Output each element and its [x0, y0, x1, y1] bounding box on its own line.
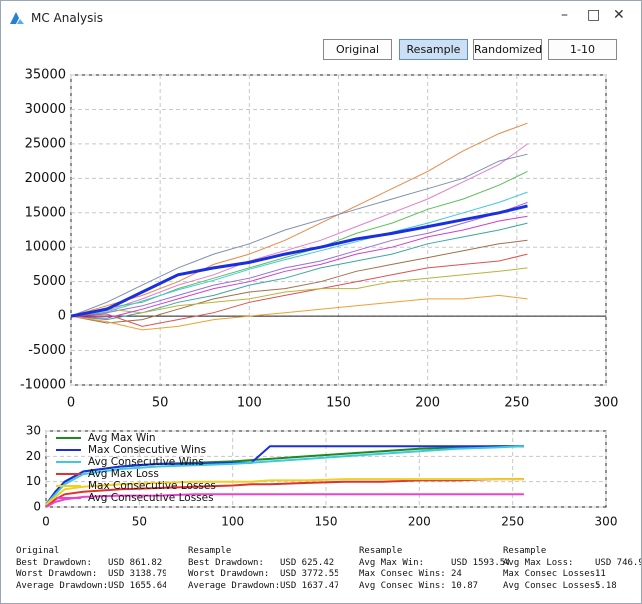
main-chart: -10000-500005000100001500020000250003000…	[9, 63, 635, 415]
y-tick-label: 30000	[25, 102, 66, 117]
stats-value: 24	[451, 569, 462, 579]
stats-row: Avg Consec Wins:10.87	[359, 581, 509, 593]
stats-label: Avg Max Loss:	[503, 558, 595, 568]
legend-label: Avg Consecutive Wins	[88, 456, 204, 468]
y-tick-label: 10000	[25, 240, 66, 255]
stats-label: Average Drawdown:	[188, 581, 280, 591]
button[interactable]: Original	[323, 39, 392, 60]
legend-label: Avg Consecutive Losses	[88, 492, 214, 504]
y-tick-label: 0	[33, 500, 41, 514]
stats-value: USD 746.9	[595, 558, 641, 568]
x-tick-label: 150	[315, 515, 338, 529]
y-tick-label: -5000	[28, 343, 66, 358]
stats-row: Avg Max Win:USD 1593.54	[359, 558, 509, 570]
x-tick-label: 100	[221, 515, 244, 529]
x-tick-label: 150	[326, 396, 351, 411]
x-tick-label: 100	[237, 396, 262, 411]
stats-title: Original	[16, 546, 166, 558]
stats-value: 11	[595, 569, 606, 579]
stats-value: 10.87	[451, 581, 478, 591]
stats-column: ResampleAvg Max Loss:USD 746.9Max Consec…	[503, 546, 641, 592]
stats-row: Worst Drawdown:USD 3138.79	[16, 569, 166, 581]
stats-title: Resample	[188, 546, 338, 558]
stats-row: Worst Drawdown:USD 3772.55	[188, 569, 338, 581]
x-tick-label: 0	[67, 396, 75, 411]
minimize-button[interactable]: –	[561, 7, 568, 23]
stats-label: Avg Max Win:	[359, 558, 451, 568]
y-tick-label: 10	[26, 474, 41, 488]
app-icon	[9, 11, 25, 25]
stats-row: Avg Max Loss:USD 746.9	[503, 558, 641, 570]
legend-label: Max Consecutive Losses	[88, 480, 216, 492]
window-title: MC Analysis	[31, 11, 103, 25]
stats-title: Resample	[359, 546, 509, 558]
stats-value: USD 625.42	[280, 558, 334, 568]
y-tick-label: 25000	[25, 136, 66, 151]
stats-row: Best Drawdown:USD 625.42	[188, 558, 338, 570]
button[interactable]: Resample	[399, 39, 468, 60]
maximize-button[interactable]: □	[587, 7, 600, 23]
stats-label: Avg Consec Losses:	[503, 581, 595, 591]
stats-title: Resample	[503, 546, 641, 558]
y-tick-label: 15000	[25, 205, 66, 220]
legend-label: Max Consecutive Wins	[88, 444, 206, 456]
y-tick-label: 35000	[25, 68, 66, 83]
close-button[interactable]: ✕	[613, 7, 625, 23]
title-bar: MC Analysis – □ ✕	[1, 1, 641, 33]
stats-column: ResampleAvg Max Win:USD 1593.54Max Conse…	[359, 546, 509, 592]
stats-value: USD 861.82	[108, 558, 162, 568]
stats-label: Worst Drawdown:	[16, 569, 108, 579]
stats-value: USD 1637.47	[280, 581, 338, 591]
stats-label: Avg Consec Wins:	[359, 581, 451, 591]
x-tick-label: 50	[152, 396, 169, 411]
y-tick-label: 20	[26, 449, 41, 463]
stats-label: Max Consec Wins:	[359, 569, 451, 579]
x-tick-label: 250	[504, 396, 529, 411]
x-tick-label: 200	[415, 396, 440, 411]
stats-value: 5.18	[595, 581, 617, 591]
stats-row: Average Drawdown:USD 1637.47	[188, 581, 338, 593]
button[interactable]: Randomized	[473, 39, 542, 60]
stats-value: USD 3772.55	[280, 569, 338, 579]
y-tick-label: 0	[58, 309, 66, 324]
y-tick-label: -10000	[20, 378, 66, 393]
stats-row: Avg Consec Losses:5.18	[503, 581, 641, 593]
stats-value: USD 1655.64	[108, 581, 166, 591]
stats-column: OriginalBest Drawdown:USD 861.82Worst Dr…	[16, 546, 166, 592]
stats-label: Best Drawdown:	[188, 558, 280, 568]
x-tick-label: 0	[42, 515, 50, 529]
y-tick-label: 5000	[33, 274, 66, 289]
x-tick-label: 250	[501, 515, 524, 529]
x-tick-label: 200	[408, 515, 431, 529]
stats-column: ResampleBest Drawdown:USD 625.42Worst Dr…	[188, 546, 338, 592]
stats-label: Best Drawdown:	[16, 558, 108, 568]
legend-label: Avg Max Loss	[88, 468, 159, 480]
stats-label: Worst Drawdown:	[188, 569, 280, 579]
x-tick-label: 300	[594, 396, 619, 411]
stats-chart: 0102030050100150200250300Avg Max WinMax …	[9, 421, 635, 533]
stats-value: USD 3138.79	[108, 569, 166, 579]
x-tick-label: 50	[132, 515, 147, 529]
stats-row: Max Consec Losses:11	[503, 569, 641, 581]
stats-row: Average Drawdown:USD 1655.64	[16, 581, 166, 593]
legend-label: Avg Max Win	[88, 432, 156, 444]
x-tick-label: 300	[595, 515, 618, 529]
stats-row: Max Consec Wins:24	[359, 569, 509, 581]
stats-value: USD 1593.54	[451, 558, 509, 568]
stats-panel: OriginalBest Drawdown:USD 861.82Worst Dr…	[16, 546, 641, 596]
button[interactable]: 1-10	[548, 39, 617, 60]
stats-label: Average Drawdown:	[16, 581, 108, 591]
y-tick-label: 30	[26, 424, 41, 438]
y-tick-label: 20000	[25, 171, 66, 186]
stats-label: Max Consec Losses:	[503, 569, 595, 579]
stats-row: Best Drawdown:USD 861.82	[16, 558, 166, 570]
